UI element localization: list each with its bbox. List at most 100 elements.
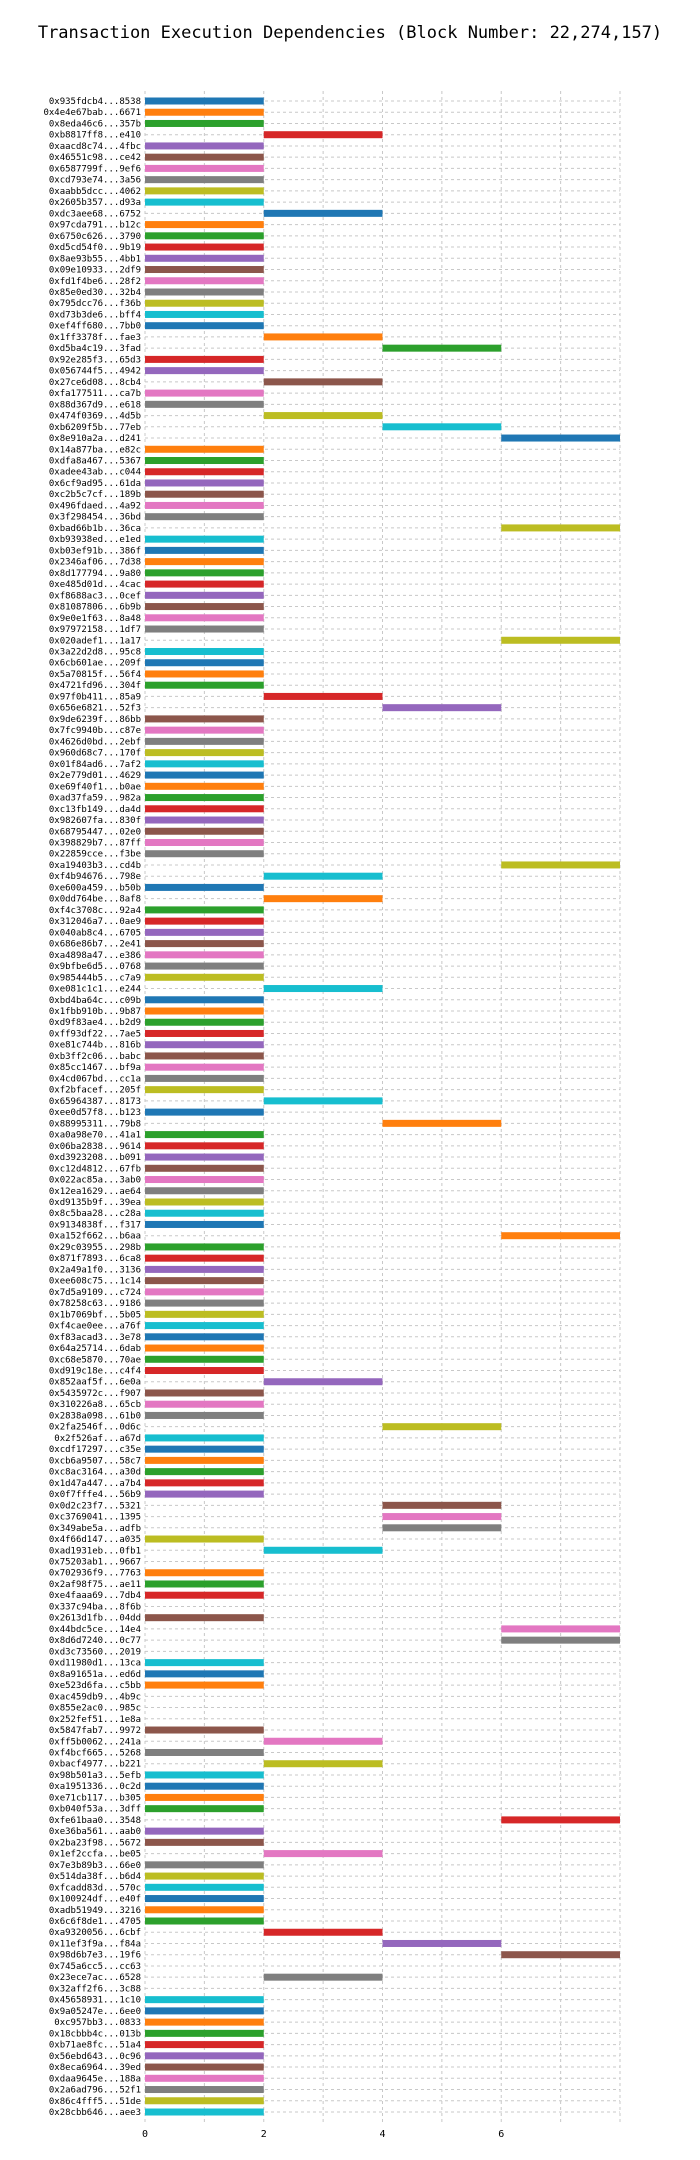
dependency-bar — [145, 917, 264, 925]
tx-hash-label: 0x09e10933...2df9 — [49, 266, 141, 276]
tx-hash-label: 0x18cbbb4c...013b — [49, 2029, 141, 2039]
y-axis-labels: 0x935fdcb4...85380x4e4e67bab...66710x8ed… — [43, 97, 141, 2118]
tx-hash-label: 0xe081c1c1...e244 — [49, 985, 141, 995]
dependency-bar — [145, 299, 264, 307]
tx-hash-label: 0x5a70815f...56f4 — [49, 670, 141, 680]
dependency-bar — [145, 580, 264, 588]
dependency-bar — [145, 322, 264, 330]
tx-hash-label: 0x3a22d2d8...95c8 — [49, 647, 141, 657]
tx-hash-label: 0x9bfbe6d5...0768 — [49, 962, 141, 972]
tx-hash-label: 0xaabb5dcc...4062 — [49, 187, 141, 197]
dependency-bar — [145, 232, 264, 240]
dependency-bar — [145, 1591, 264, 1599]
tx-hash-label: 0xaacd8c74...4fbc — [49, 142, 141, 152]
tx-hash-label: 0x871f7893...6ca8 — [49, 1254, 141, 1264]
dependency-bar — [145, 794, 264, 802]
tx-hash-label: 0xa19403b3...cd4b — [49, 861, 141, 871]
tx-hash-label: 0x29c03955...298b — [49, 1243, 141, 1253]
tx-hash-label: 0x56ebd643...0c96 — [49, 2052, 141, 2062]
dependency-bar — [145, 2041, 264, 2049]
tx-hash-label: 0x85e0ed30...32b4 — [49, 288, 141, 298]
tx-hash-label: 0xbad66b1b...36ca — [49, 524, 141, 534]
dependency-bar — [145, 490, 264, 498]
dependency-bar — [145, 1344, 264, 1352]
tx-hash-label: 0x98d6b7e3...19f6 — [49, 1951, 141, 1961]
tx-hash-label: 0x98b501a3...5efb — [49, 1771, 141, 1781]
tx-hash-label: 0x852aaf5f...6e0a — [49, 1378, 141, 1388]
dependency-bar — [145, 546, 264, 554]
dependency-bar — [145, 1029, 264, 1037]
tx-hash-label: 0xc12d4812...67fb — [49, 1164, 141, 1174]
dependency-bar — [501, 434, 620, 442]
dependency-bar — [145, 535, 264, 543]
dependency-bar — [145, 625, 264, 633]
dependency-bar — [145, 1063, 264, 1071]
dependency-bar — [145, 288, 264, 296]
tx-hash-label: 0xfe61baa0...3548 — [49, 1816, 141, 1826]
dependency-bar — [382, 1524, 502, 1532]
dependency-bar — [145, 1389, 264, 1397]
tx-hash-label: 0x2838a098...61b0 — [49, 1411, 141, 1421]
dependency-bar — [145, 2097, 264, 2105]
tx-hash-label: 0xd9135b9f...39ea — [49, 1198, 141, 1208]
dependency-bar — [145, 850, 264, 858]
tx-hash-label: 0xff93df22...7ae5 — [49, 1029, 141, 1039]
tx-hash-label: 0x040ab8c4...6705 — [49, 928, 141, 938]
tx-hash-label: 0x45658931...1c10 — [49, 1996, 141, 2006]
tx-hash-label: 0xb03ef91b...386f — [49, 546, 141, 556]
tx-hash-label: 0x4f66d147...a035 — [49, 1535, 141, 1545]
dependency-bar — [145, 1659, 264, 1667]
dependency-bar — [501, 1951, 620, 1959]
tx-hash-label: 0x1ef2ccfa...be05 — [49, 1850, 141, 1860]
tx-hash-label: 0x100924df...e40f — [49, 1895, 141, 1905]
tx-hash-label: 0x2605b357...d93a — [49, 198, 141, 208]
tx-hash-label: 0x020adef1...1a17 — [49, 636, 141, 646]
tx-hash-label: 0xe81c744b...816b — [49, 1041, 141, 1051]
dependency-bar — [382, 344, 502, 352]
dependency-bar — [145, 1614, 264, 1622]
dependency-bar — [145, 1277, 264, 1285]
tx-hash-label: 0xb3ff2c06...babc — [49, 1052, 141, 1062]
tx-hash-label: 0x11ef3f9a...f84a — [49, 1939, 141, 1949]
dependency-bar — [145, 310, 264, 318]
tx-hash-label: 0x8d6d7240...0c77 — [49, 1636, 141, 1646]
tx-hash-label: 0x2ba23f98...5672 — [49, 1838, 141, 1848]
dependency-bar — [145, 1681, 264, 1689]
dependency-bar — [145, 1299, 264, 1307]
dependency-bar — [145, 243, 264, 251]
tx-hash-label: 0x0dd764be...8af8 — [49, 895, 141, 905]
dependency-bar — [145, 1322, 264, 1330]
tx-hash-label: 0xe600a459...b50b — [49, 883, 141, 893]
tx-hash-label: 0xad1931eb...0fb1 — [49, 1546, 141, 1556]
dependency-bar — [145, 1041, 264, 1049]
dependency-bar — [501, 1636, 620, 1644]
tx-hash-label: 0x4cd067bd...cc1a — [49, 1074, 141, 1084]
tx-hash-label: 0xf2bfacef...205f — [49, 1086, 141, 1096]
dependency-bar — [145, 1805, 264, 1813]
tx-hash-label: 0x8eda46c6...357b — [49, 119, 141, 129]
tx-hash-label: 0x9134838f...f317 — [49, 1220, 141, 1230]
dependency-bar — [145, 940, 264, 948]
tx-hash-label: 0x5435972c...f907 — [49, 1389, 141, 1399]
dependency-bar — [501, 636, 620, 644]
dependency-bar — [382, 1513, 502, 1521]
tx-hash-label: 0xc68e5870...70ae — [49, 1355, 141, 1365]
dependency-bar — [145, 1872, 264, 1880]
tx-hash-label: 0x22859cce...f3be — [49, 850, 141, 860]
dependency-bar — [263, 985, 383, 993]
dependency-bar — [263, 1760, 383, 1768]
dependency-bar — [263, 1546, 383, 1554]
dependency-bar — [145, 1131, 264, 1139]
tx-hash-label: 0xdc3aee68...6752 — [49, 209, 141, 219]
dependency-bar — [145, 1580, 264, 1588]
dependency-bar — [145, 1670, 264, 1678]
dependency-bar — [145, 726, 264, 734]
dependency-bar — [145, 1827, 264, 1835]
dependency-bar — [145, 1917, 264, 1925]
dependency-bar — [145, 2063, 264, 2071]
dependency-bar — [263, 131, 383, 139]
dependency-bar — [145, 2108, 264, 2116]
tx-hash-label: 0xd3c73560...2019 — [49, 1647, 141, 1657]
dependency-bar — [145, 1569, 264, 1577]
tx-hash-label: 0xac459db9...4b9c — [49, 1692, 141, 1702]
